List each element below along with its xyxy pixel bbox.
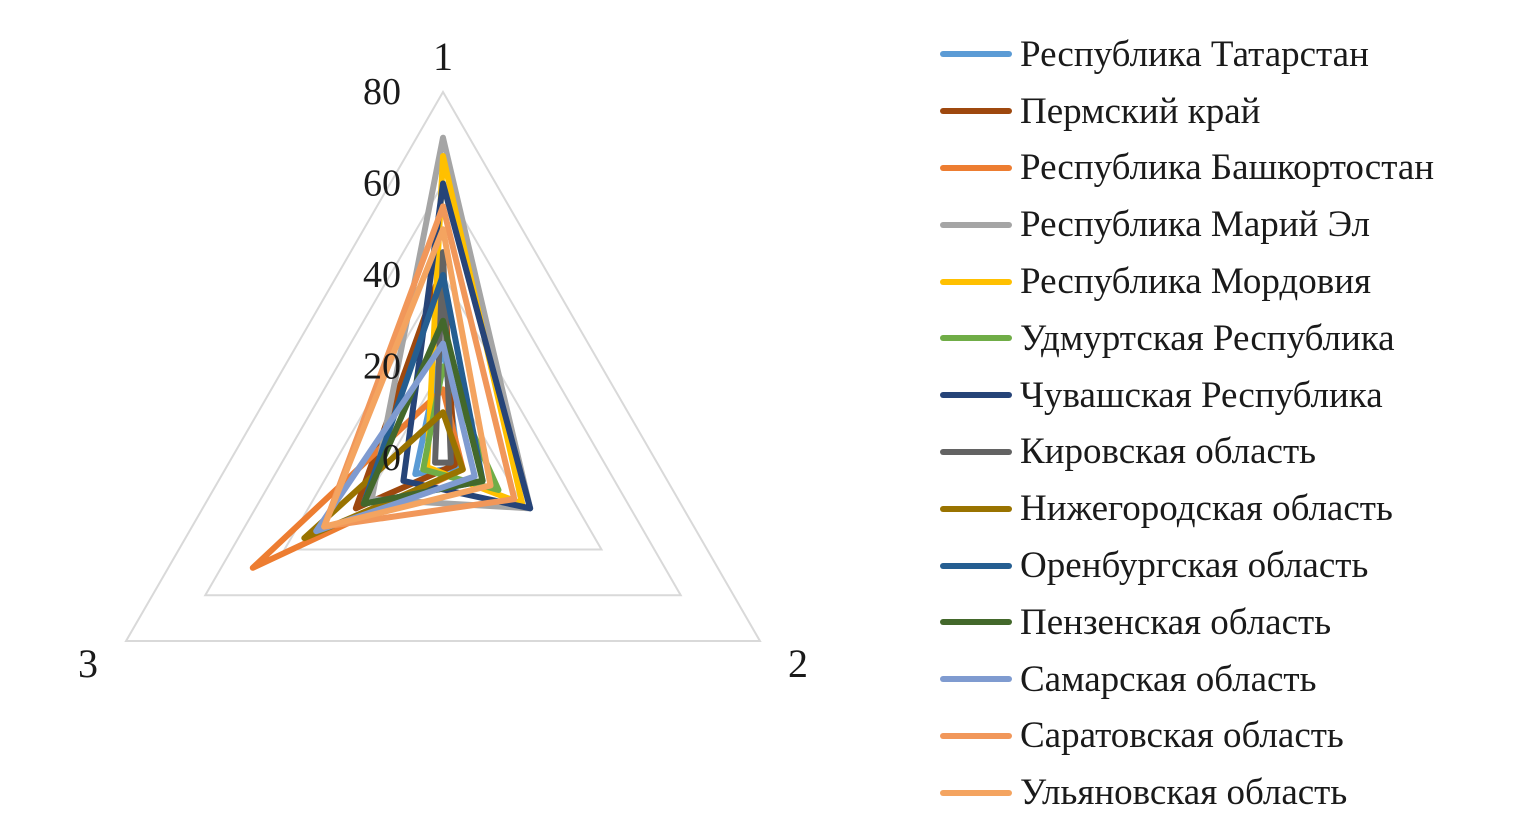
- tick-label: 0: [382, 437, 401, 479]
- legend-label: Ульяновская область: [1020, 772, 1348, 814]
- legend-item: Саратовская область: [940, 708, 1510, 765]
- legend-swatch: [940, 619, 1012, 626]
- legend-item: Удмуртская Республика: [940, 310, 1510, 367]
- legend-swatch: [940, 789, 1012, 796]
- tick-label: 20: [363, 346, 401, 388]
- radar-tick-labels: 0 20 40 60 80: [363, 71, 401, 479]
- grid-ring-80: [124, 89, 762, 642]
- legend-label: Оренбургская область: [1020, 545, 1369, 587]
- axis-label-1: 1: [433, 34, 453, 79]
- legend-swatch: [940, 51, 1012, 58]
- legend-label: Пензенская область: [1020, 601, 1332, 643]
- grid-ring-60: [203, 181, 683, 597]
- chart-legend: Республика Татарстан Пермский край Республ…: [940, 26, 1510, 821]
- legend-swatch: [940, 732, 1012, 739]
- legend-item: Ульяновская область: [940, 764, 1510, 821]
- radar-series: [249, 134, 534, 571]
- legend-item: Нижегородская область: [940, 480, 1510, 537]
- legend-item: Республика Башкортостан: [940, 140, 1510, 197]
- legend-item: Республика Мордовия: [940, 253, 1510, 310]
- legend-label: Саратовская область: [1020, 715, 1344, 757]
- legend-label: Удмуртская Республика: [1020, 317, 1395, 359]
- radar-chart: 0 20 40 60 80 1 2 3: [78, 34, 808, 686]
- legend-swatch: [940, 221, 1012, 228]
- legend-swatch: [940, 335, 1012, 342]
- legend-label: Кировская область: [1020, 431, 1317, 473]
- axis-label-2: 2: [788, 641, 808, 686]
- legend-label: Пермский край: [1020, 90, 1261, 132]
- legend-label: Республика Мордовия: [1020, 261, 1372, 303]
- legend-item: Пермский край: [940, 83, 1510, 140]
- series-polygon-11: [313, 340, 478, 535]
- tick-label: 40: [363, 254, 401, 296]
- legend-swatch: [940, 505, 1012, 512]
- legend-label: Нижегородская область: [1020, 488, 1393, 530]
- legend-label: Республика Татарстан: [1020, 33, 1369, 75]
- legend-swatch: [940, 164, 1012, 171]
- legend-label: Чувашская Республика: [1020, 374, 1383, 416]
- legend-item: Кировская область: [940, 424, 1510, 481]
- legend-swatch: [940, 392, 1012, 399]
- legend-item: Республика Татарстан: [940, 26, 1510, 83]
- legend-swatch: [940, 108, 1012, 115]
- legend-swatch: [940, 448, 1012, 455]
- tick-label: 80: [363, 71, 401, 113]
- legend-item: Самарская область: [940, 651, 1510, 708]
- legend-item: Республика Марий Эл: [940, 196, 1510, 253]
- radar-axis-labels: 1 2 3: [78, 34, 808, 686]
- legend-label: Республика Башкортостан: [1020, 147, 1435, 189]
- tick-label: 60: [363, 163, 401, 205]
- legend-label: Самарская область: [1020, 658, 1317, 700]
- series-polygon-13: [321, 226, 494, 530]
- series-polygon-12: [321, 203, 518, 530]
- legend-item: Пензенская область: [940, 594, 1510, 651]
- axis-label-3: 3: [78, 641, 98, 686]
- legend-label: Республика Марий Эл: [1020, 204, 1371, 246]
- legend-swatch: [940, 562, 1012, 569]
- legend-item: Чувашская Республика: [940, 367, 1510, 424]
- legend-swatch: [940, 676, 1012, 683]
- legend-swatch: [940, 278, 1012, 285]
- legend-item: Оренбургская область: [940, 537, 1510, 594]
